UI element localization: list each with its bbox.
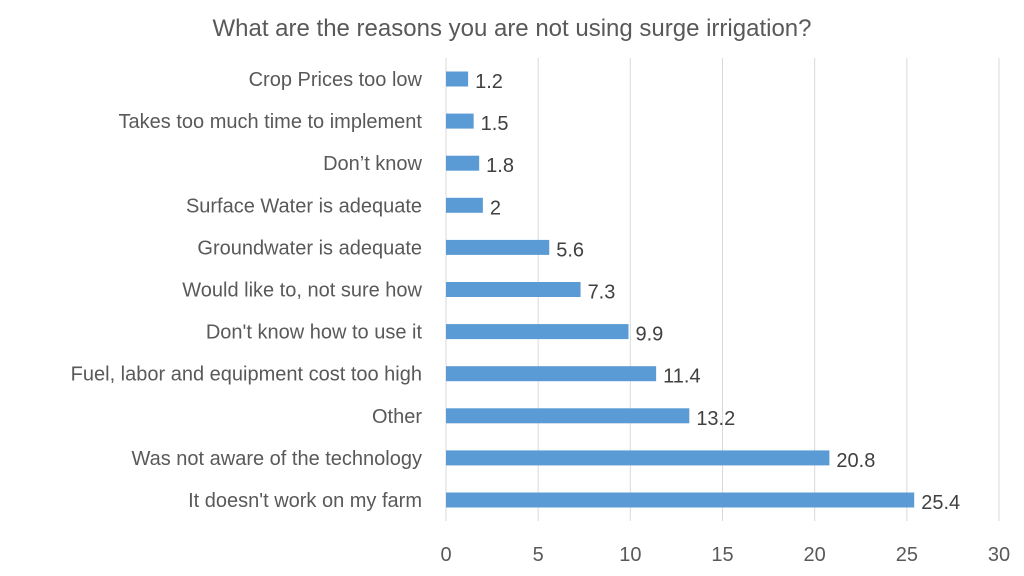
data-label: 5.6 <box>556 239 584 261</box>
chart-title: What are the reasons you are not using s… <box>212 15 811 42</box>
bar <box>446 282 581 297</box>
data-label: 2 <box>490 197 501 219</box>
data-label: 7.3 <box>588 282 616 304</box>
category-label: Crop Prices too low <box>249 69 423 91</box>
category-label: Other <box>372 406 422 428</box>
x-tick-label: 5 <box>533 544 544 566</box>
category-label: Was not aware of the technology <box>131 448 422 470</box>
data-label: 13.2 <box>696 408 735 430</box>
bar <box>446 239 550 255</box>
bar <box>446 113 474 129</box>
category-labels: Crop Prices too low Takes too much time t… <box>71 69 423 512</box>
bars: 1.2 1.5 1.8 2 5.67.3 9.911.4 13.2 20.8 25.4 <box>446 71 960 514</box>
category-label: Would like to, not sure how <box>182 280 422 302</box>
category-label: It doesn't work on my farm <box>188 490 422 512</box>
x-tick-label: 10 <box>619 544 641 566</box>
category-label: Takes too much time to implement <box>119 111 423 133</box>
bar <box>446 450 830 466</box>
x-tick-label: 0 <box>440 544 451 566</box>
data-label: 9.9 <box>635 324 663 346</box>
bar <box>446 71 469 87</box>
data-label: 11.4 <box>663 366 700 388</box>
bar <box>446 492 915 508</box>
x-axis-ticks: 0 5 10 15 20 25 30 <box>440 544 1010 566</box>
gridlines <box>445 58 1000 521</box>
data-label: 1.8 <box>486 155 514 177</box>
bar <box>446 324 629 340</box>
category-label: Don't know how to use it <box>206 322 423 344</box>
bar <box>446 366 657 382</box>
bar <box>446 155 480 171</box>
x-tick-label: 15 <box>711 544 733 566</box>
category-label: Surface Water is adequate <box>186 195 422 217</box>
data-label: 25.4 <box>921 492 960 514</box>
data-label: 1.2 <box>475 71 503 93</box>
data-label: 1.5 <box>481 113 509 135</box>
x-tick-label: 30 <box>988 544 1010 566</box>
data-label: 20.8 <box>836 450 875 472</box>
x-tick-label: 20 <box>804 544 826 566</box>
bar <box>446 197 483 213</box>
category-label: Groundwater is adequate <box>197 237 422 259</box>
x-tick-label: 25 <box>896 544 918 566</box>
bar <box>446 408 690 424</box>
category-label: Fuel, labor and equipment cost too high <box>71 364 422 386</box>
category-label: Don’t know <box>323 153 422 175</box>
